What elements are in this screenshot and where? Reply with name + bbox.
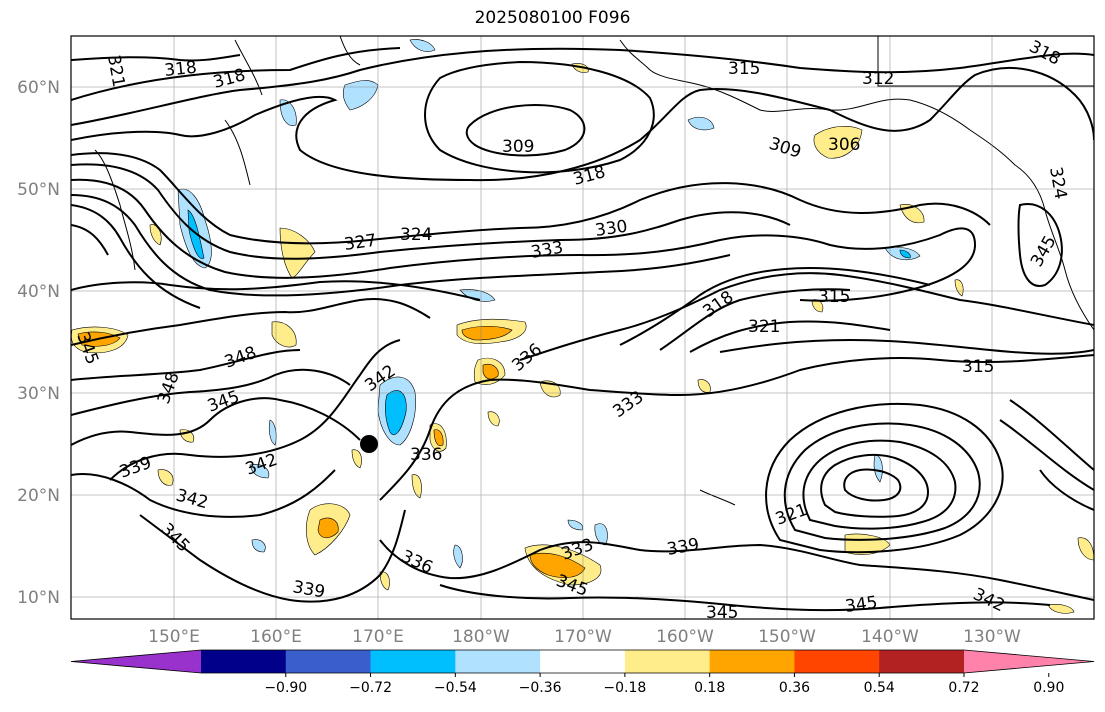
yellow-patch (411, 474, 422, 499)
yellow-patch (697, 379, 711, 393)
contour-label: 321 (748, 317, 780, 337)
contour-label: 330 (594, 217, 629, 241)
contour-label: 345 (844, 593, 879, 617)
yellow-patch (271, 321, 297, 348)
lon-label: 140°W (861, 627, 919, 647)
map-area (71, 36, 1094, 619)
latitude-labels: 60°N 50°N 40°N 30°N 20°N 10°N (17, 78, 60, 608)
colorbar-extend-high (964, 650, 1094, 673)
colorbar-segment (540, 650, 626, 673)
lon-label: 160°E (250, 627, 302, 647)
shaded-patches (71, 39, 1094, 614)
contour-label: 312 (862, 69, 894, 89)
contour-label: 315 (728, 59, 760, 79)
colorbar-tick-label: 0.90 (1033, 680, 1064, 696)
lon-label: 150°W (758, 627, 816, 647)
contour-label: 318 (163, 58, 197, 81)
colorbar-tick-label: 0.54 (864, 680, 895, 696)
yellow-patch (1077, 537, 1094, 561)
longitude-labels: 150°E 160°E 170°E 180°W 170°W 160°W 150°… (148, 627, 1021, 647)
lon-label: 170°E (352, 627, 404, 647)
colorbar-extend-low (71, 650, 201, 673)
colorbar-segment (794, 650, 880, 673)
lat-label: 20°N (17, 486, 60, 506)
colorbar-segment (455, 650, 541, 673)
yellow-patch (279, 227, 316, 279)
colorbar-tick-label: −0.36 (519, 680, 562, 696)
contour-label: 336 (410, 445, 442, 465)
colorbar-tick-label: −0.90 (264, 680, 307, 696)
lon-label: 150°E (148, 627, 200, 647)
contour-label: 345 (706, 603, 738, 623)
yellow-patch (813, 126, 863, 159)
yellow-patch (379, 571, 390, 591)
blue-patch (687, 116, 715, 131)
lon-label: 180°W (452, 627, 510, 647)
colorbar-segment (624, 650, 711, 673)
colorbar-segment (201, 650, 287, 673)
blue-patch (567, 519, 583, 531)
colorbar-tick-label: 0.18 (694, 680, 725, 696)
lon-label: 170°W (554, 627, 612, 647)
blue-patch (453, 544, 463, 569)
colorbar-segment (879, 650, 965, 673)
colorbar-tick-label: 0.72 (948, 680, 979, 696)
colorbar-tick-label: −0.54 (434, 680, 477, 696)
map-frame (70, 35, 1095, 620)
contour-label: 309 (502, 137, 534, 157)
colorbar-outline (70, 649, 1095, 674)
storm-position-marker (360, 435, 378, 453)
blue-patch (873, 454, 883, 483)
lat-label: 10°N (17, 588, 60, 608)
yellow-patch (351, 449, 362, 469)
orange-patch (433, 429, 444, 447)
yellow-patch (954, 279, 964, 297)
lat-label: 50°N (17, 180, 60, 200)
colorbar: −0.90 −0.72 −0.54 −0.36 −0.18 0.18 0.36 0.54 0.7… (70, 649, 1095, 696)
lat-label: 40°N (17, 282, 60, 302)
contour-label: 315 (818, 287, 850, 307)
yellow-patch (487, 411, 500, 427)
contour-label: 324 (400, 225, 432, 245)
orange-patch (482, 363, 499, 380)
blue-patch (409, 39, 436, 52)
coastlines (94, 36, 1094, 506)
orange-patch (529, 552, 586, 578)
gridlines (71, 36, 1094, 619)
colorbar-tick-label: −0.72 (349, 680, 392, 696)
orange-patch (317, 517, 339, 539)
colorbar-segment (285, 650, 372, 673)
lon-label: 160°W (656, 627, 714, 647)
yellow-patch (157, 469, 174, 486)
contour-label: 306 (828, 135, 860, 155)
lat-label: 30°N (17, 384, 60, 404)
blue-patch (268, 419, 277, 446)
blue-patch (899, 249, 911, 259)
colorbar-tick-label: −0.18 (603, 680, 646, 696)
map-title: 2025080100 F096 (474, 8, 631, 28)
colorbar-tick-label: 0.36 (779, 680, 810, 696)
blue-patch (342, 80, 379, 111)
lon-label: 130°W (963, 627, 1021, 647)
contour-label: 315 (962, 357, 994, 377)
contour-label: 327 (343, 231, 378, 255)
orange-patch (461, 325, 513, 341)
lat-label: 60°N (17, 78, 60, 98)
blue-patch (249, 464, 270, 479)
yellow-patch (1047, 604, 1075, 614)
contour-lines (71, 47, 1094, 612)
blue-patch-core (385, 390, 407, 436)
blue-patch (251, 539, 266, 553)
colorbar-segment (370, 650, 456, 673)
colorbar-segment (709, 650, 795, 673)
